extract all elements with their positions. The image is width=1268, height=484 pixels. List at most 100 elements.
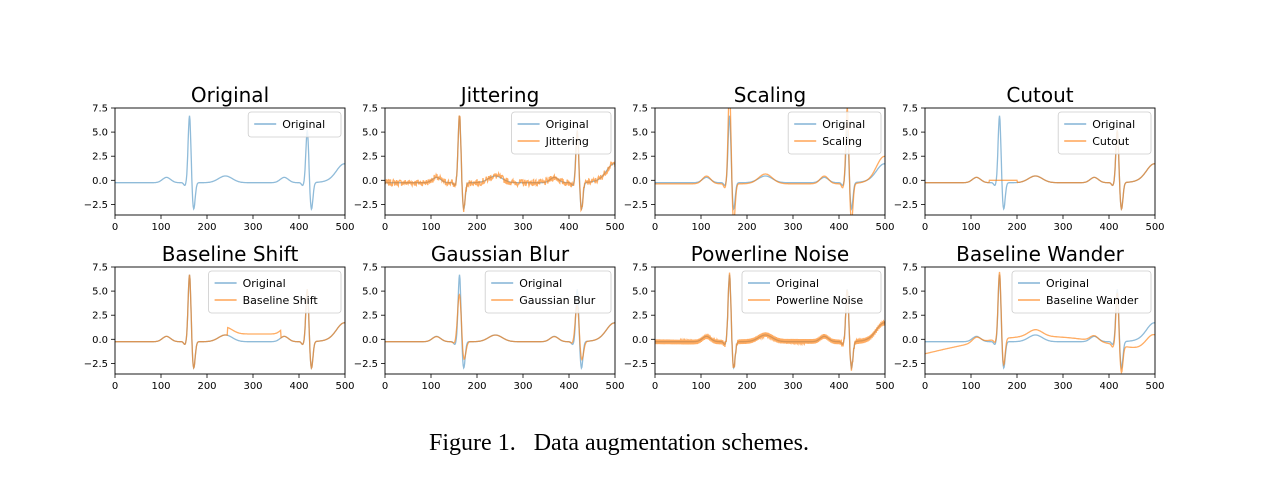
x-tick-label: 200	[737, 222, 756, 233]
legend-label: Gaussian Blur	[519, 294, 596, 307]
subplot-6: Gaussian Blur 0 100 200 300 400 500 −2.5 0.0 2.5 5…	[354, 242, 625, 392]
y-tick-label: 5.0	[632, 287, 648, 298]
x-tick-label: 300	[1053, 381, 1072, 392]
axes-frame	[384, 107, 616, 216]
x-tick-label: 300	[513, 381, 532, 392]
x-tick-label: 0	[922, 381, 928, 392]
y-tick-label: 2.5	[902, 311, 918, 322]
subplot-title: Baseline Shift	[162, 242, 299, 266]
subplot-2: Jittering 0 100 200 300 400 500 −2.5 0.0 2.5 5.0 7.…	[354, 83, 625, 233]
subplot-7: Powerline Noise 0 100 200 300 400 500 −2.5 0.0 2.…	[624, 242, 895, 392]
y-tick-label: 7.5	[92, 104, 108, 115]
x-tick-label: 400	[829, 381, 848, 392]
subplot-title: Powerline Noise	[691, 242, 849, 266]
x-tick-label: 100	[691, 222, 710, 233]
x-tick-label: 200	[1007, 222, 1026, 233]
legend: Original	[247, 111, 342, 138]
y-tick-label: 5.0	[362, 128, 378, 139]
legend-label: Powerline Noise	[776, 294, 863, 307]
legend-label: Original	[1046, 277, 1089, 290]
legend: Original Powerline Noise	[741, 270, 882, 314]
y-tick-label: 2.5	[92, 152, 108, 163]
x-tick-label: 500	[335, 222, 354, 233]
x-tick-label: 500	[605, 222, 624, 233]
x-tick-label: 300	[1053, 222, 1072, 233]
axes-frame	[924, 107, 1156, 216]
legend-box	[1057, 111, 1152, 155]
y-tick-label: 7.5	[362, 104, 378, 115]
legend-box	[208, 270, 342, 314]
y-tick-label: 7.5	[902, 104, 918, 115]
legend-label: Original	[822, 118, 865, 131]
subplot-1: Original 0 100 200 300 400 500 −2.5 0.0 2.5 5.0 7.5…	[84, 83, 355, 233]
y-tick-label: 2.5	[362, 152, 378, 163]
y-tick-label: 0.0	[362, 176, 378, 187]
legend-label: Original	[282, 118, 325, 131]
x-tick-label: 300	[783, 381, 802, 392]
legend-box	[484, 270, 612, 314]
x-tick-label: 0	[112, 381, 118, 392]
y-tick-label: 5.0	[902, 128, 918, 139]
y-tick-label: 5.0	[902, 287, 918, 298]
y-tick-label: 2.5	[632, 311, 648, 322]
legend: Original Jittering	[511, 111, 612, 155]
axes-frame	[114, 107, 346, 216]
x-tick-label: 300	[243, 222, 262, 233]
x-tick-label: 200	[737, 381, 756, 392]
y-tick-label: 2.5	[902, 152, 918, 163]
y-tick-label: 0.0	[92, 176, 108, 187]
legend-box	[1011, 270, 1152, 314]
x-tick-label: 0	[652, 222, 658, 233]
legend-label: Original	[519, 277, 562, 290]
x-tick-label: 500	[875, 381, 894, 392]
legend: Original Baseline Wander	[1011, 270, 1152, 314]
x-tick-label: 200	[197, 381, 216, 392]
x-tick-label: 100	[421, 381, 440, 392]
x-tick-label: 500	[605, 381, 624, 392]
y-tick-label: −2.5	[624, 200, 648, 211]
axes-frame	[654, 266, 886, 375]
caption-label: Figure 1.	[429, 430, 516, 456]
legend-label: Original	[776, 277, 819, 290]
y-tick-label: 5.0	[92, 128, 108, 139]
x-tick-label: 100	[151, 222, 170, 233]
y-tick-label: 0.0	[632, 335, 648, 346]
legend: Original Scaling	[787, 111, 882, 155]
y-tick-label: −2.5	[354, 359, 378, 370]
y-tick-label: 0.0	[902, 176, 918, 187]
y-tick-label: 7.5	[362, 263, 378, 274]
x-tick-label: 400	[1099, 222, 1118, 233]
y-tick-label: 5.0	[632, 128, 648, 139]
x-tick-label: 0	[652, 381, 658, 392]
y-tick-label: 7.5	[632, 263, 648, 274]
caption-text: Data augmentation schemes.	[533, 430, 809, 456]
y-tick-label: −2.5	[84, 359, 108, 370]
y-tick-label: −2.5	[894, 200, 918, 211]
subplot-8: Baseline Wander 0 100 200 300 400 500 −2.5 0.0 2.…	[894, 242, 1165, 392]
subplot-4: Cutout 0 100 200 300 400 500 −2.5 0.0 2.5 5.0 7.5 Or…	[894, 83, 1165, 233]
y-tick-label: −2.5	[354, 200, 378, 211]
figure-caption: Figure 1. Data augmentation schemes.	[0, 430, 1238, 457]
legend-box	[511, 111, 612, 155]
subplot-5: Baseline Shift 0 100 200 300 400 500 −2.5 0.0 2.5…	[84, 242, 355, 392]
y-tick-label: −2.5	[84, 200, 108, 211]
legend-box	[247, 111, 342, 138]
y-tick-label: 2.5	[92, 311, 108, 322]
legend-label: Jittering	[545, 135, 589, 148]
legend-label: Scaling	[822, 135, 862, 148]
subplot-title: Baseline Wander	[956, 242, 1125, 266]
x-tick-label: 300	[513, 222, 532, 233]
legend-box	[787, 111, 882, 155]
x-tick-label: 0	[112, 222, 118, 233]
y-tick-label: 2.5	[362, 311, 378, 322]
axes-frame	[654, 107, 886, 216]
y-tick-label: 2.5	[632, 152, 648, 163]
x-tick-label: 100	[961, 381, 980, 392]
x-tick-label: 200	[467, 381, 486, 392]
x-tick-label: 200	[197, 222, 216, 233]
y-tick-label: 5.0	[362, 287, 378, 298]
y-tick-label: 0.0	[902, 335, 918, 346]
subplot-3: Scaling 0 100 200 300 400 500 −2.5 0.0 2.5 5.0 7.5 O…	[624, 83, 895, 233]
x-tick-label: 400	[1099, 381, 1118, 392]
subplot-title: Scaling	[734, 83, 806, 107]
